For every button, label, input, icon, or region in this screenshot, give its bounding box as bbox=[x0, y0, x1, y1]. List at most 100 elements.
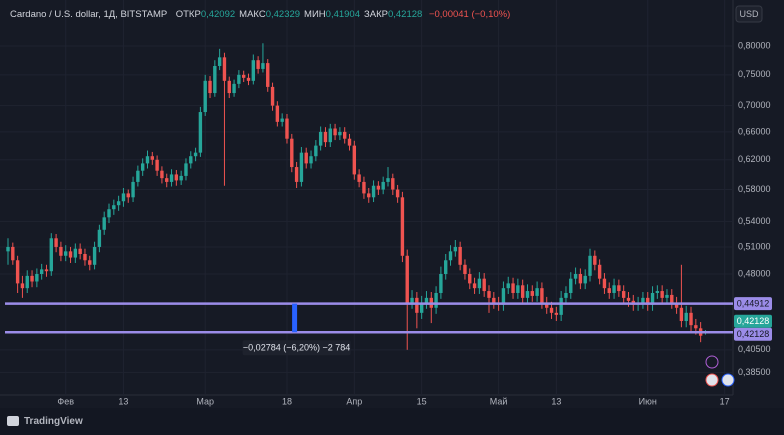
logo-icon[interactable] bbox=[7, 416, 19, 426]
candle-body bbox=[217, 57, 222, 67]
candle-body bbox=[184, 163, 188, 176]
candle-body bbox=[25, 275, 29, 289]
candle-body bbox=[309, 156, 313, 164]
candle-body bbox=[559, 297, 563, 315]
candle-body bbox=[203, 80, 207, 113]
candle-body bbox=[352, 145, 357, 175]
candle-body bbox=[112, 205, 116, 210]
candle-body bbox=[155, 159, 159, 171]
candle-body bbox=[304, 152, 308, 164]
candle-body bbox=[670, 294, 674, 303]
candle-body bbox=[165, 178, 169, 182]
candle-body bbox=[583, 275, 587, 284]
candle-body bbox=[338, 131, 342, 136]
candle-body bbox=[357, 174, 361, 182]
candle-body bbox=[35, 273, 39, 282]
candle-body bbox=[506, 283, 510, 289]
candle-body bbox=[381, 181, 385, 190]
y-tick-label: 0,70000 bbox=[738, 100, 771, 110]
brand[interactable]: TradingView bbox=[24, 416, 83, 427]
candle-body bbox=[323, 131, 328, 143]
candle-body bbox=[371, 185, 376, 198]
symbol-title: Cardano / U.S. dollar, 1Д, BITSTAMP bbox=[10, 9, 167, 20]
y-tick-label: 0,40500 bbox=[738, 344, 771, 354]
axes: 0,80000 0,75000 0,70000 0,66000 0,62000 0,580… bbox=[57, 40, 772, 406]
grid bbox=[0, 0, 733, 395]
flag-icon[interactable] bbox=[705, 373, 719, 387]
candle-body bbox=[328, 128, 332, 143]
x-tick-label: 18 bbox=[282, 396, 292, 406]
candle-body bbox=[64, 251, 68, 256]
candle-body bbox=[641, 297, 645, 303]
candle-body bbox=[246, 77, 251, 81]
candle-body bbox=[444, 260, 448, 274]
candle-body bbox=[554, 312, 559, 315]
y-tick-label: 0,51000 bbox=[738, 241, 771, 251]
currency-button[interactable] bbox=[735, 5, 763, 23]
candle-body bbox=[102, 217, 106, 230]
candle-body bbox=[626, 297, 631, 301]
candle-body bbox=[49, 238, 53, 272]
currency[interactable]: USD bbox=[739, 9, 759, 19]
candle-body bbox=[290, 138, 294, 168]
price-label-box bbox=[734, 297, 772, 311]
y-tick-label: 0,80000 bbox=[738, 40, 771, 50]
candle-body bbox=[602, 278, 607, 289]
candle-body bbox=[78, 248, 82, 254]
candle-body bbox=[116, 201, 121, 206]
alert-icon[interactable] bbox=[705, 355, 719, 369]
candle-body bbox=[593, 255, 597, 265]
candle-body bbox=[511, 283, 515, 293]
measure-box bbox=[242, 340, 351, 356]
candle-body bbox=[54, 238, 58, 247]
y-tick-label: 0,48000 bbox=[738, 268, 771, 278]
candle-body bbox=[193, 152, 198, 157]
x-tick-label: Май bbox=[490, 396, 508, 406]
field-label: ЗАКР bbox=[364, 9, 388, 20]
candle-body bbox=[275, 105, 280, 122]
candle-body bbox=[107, 209, 111, 218]
candle-body bbox=[588, 255, 592, 276]
candle-body bbox=[525, 291, 530, 298]
footer bbox=[0, 408, 784, 435]
candle-body bbox=[299, 152, 304, 182]
candle-body bbox=[232, 83, 236, 94]
candle-body bbox=[674, 302, 679, 308]
candle-body bbox=[410, 297, 414, 303]
candle-body bbox=[88, 260, 92, 265]
candle-body bbox=[535, 288, 539, 296]
candle-body bbox=[419, 302, 424, 313]
x-tick-label: Мар bbox=[196, 396, 214, 406]
candle-body bbox=[169, 174, 174, 182]
candle-body bbox=[227, 80, 231, 94]
x-tick-label: Апр bbox=[346, 396, 362, 406]
candle-body bbox=[492, 297, 496, 303]
candle-body bbox=[222, 57, 227, 81]
candle-body bbox=[92, 246, 97, 265]
candle-body bbox=[520, 285, 525, 298]
candle-body bbox=[684, 312, 688, 322]
candle-body bbox=[68, 251, 73, 258]
flag-icon[interactable] bbox=[721, 373, 735, 387]
x-tick-label: 13 bbox=[118, 396, 128, 406]
candle-body bbox=[477, 278, 482, 289]
candle-body bbox=[549, 307, 554, 313]
candle-body bbox=[343, 131, 347, 139]
x-tick-label: 15 bbox=[417, 396, 427, 406]
candle-body bbox=[44, 269, 49, 272]
candle-body bbox=[241, 74, 246, 78]
candle-body bbox=[689, 312, 693, 326]
candle-body bbox=[73, 248, 78, 258]
candle-body bbox=[251, 60, 256, 81]
price-label: 0,42128 bbox=[737, 329, 770, 339]
candle-body bbox=[434, 292, 438, 308]
candle-body bbox=[179, 175, 183, 181]
y-tick-label: 0,75000 bbox=[738, 69, 771, 79]
field-value: 0,42329 bbox=[266, 9, 300, 20]
y-tick-label: 0,58000 bbox=[738, 184, 771, 194]
candle-body bbox=[362, 181, 366, 194]
field-label: МИН bbox=[304, 9, 326, 20]
candle-body bbox=[198, 112, 203, 153]
candle-body bbox=[376, 185, 381, 190]
